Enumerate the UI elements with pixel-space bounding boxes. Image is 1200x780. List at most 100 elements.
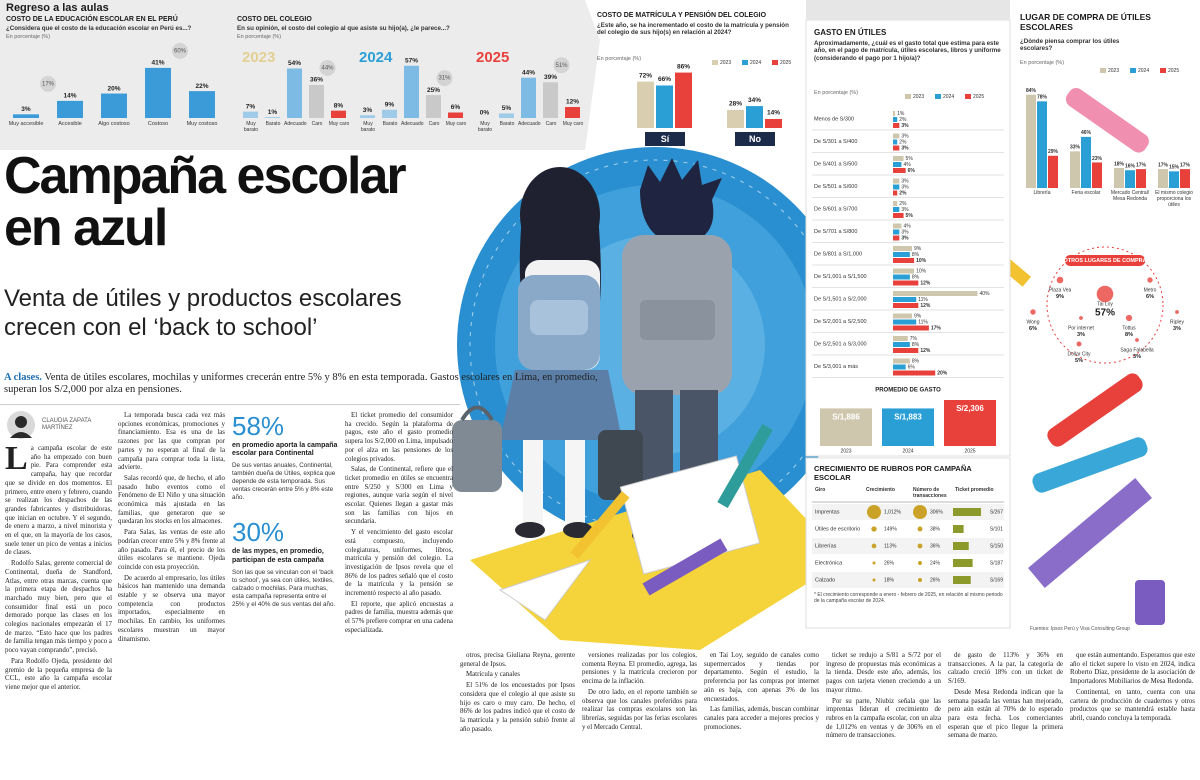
bar bbox=[1125, 170, 1135, 188]
row-label: De S/301 a S/400 bbox=[814, 139, 857, 145]
ticket-label: S/101 bbox=[990, 526, 1003, 532]
average-year: 2023 bbox=[840, 448, 851, 454]
legend-label: 2023 bbox=[913, 94, 924, 100]
bar bbox=[565, 107, 580, 118]
bar bbox=[727, 109, 744, 128]
value-label: 1% bbox=[268, 109, 278, 116]
paragraph: de gasto de 113% y 36% en transacciones.… bbox=[948, 652, 1063, 686]
paragraph: De otro lado, en el reporte también se o… bbox=[582, 688, 697, 731]
average-year: 2025 bbox=[964, 448, 975, 454]
category-label: Barato bbox=[265, 121, 281, 127]
bar bbox=[1037, 101, 1047, 188]
growth-dot bbox=[871, 526, 877, 532]
chart-question: ¿Dónde piensa comprar los útiles escolar… bbox=[1020, 38, 1120, 53]
bar bbox=[893, 235, 900, 241]
transactions-dot bbox=[918, 561, 922, 565]
paragraph: versiones realizadas por los colegios, c… bbox=[582, 652, 697, 686]
article-column: de gasto de 113% y 36% en transacciones.… bbox=[948, 652, 1063, 780]
other-title: OTROS LUGARES DE COMPRA bbox=[1063, 258, 1146, 264]
value-label: 25% bbox=[427, 87, 440, 94]
value-label: 40% bbox=[979, 291, 990, 297]
value-label: 3% bbox=[901, 179, 909, 185]
value-label: 17% bbox=[1180, 162, 1191, 168]
chart-question: En su opinión, el costo del colegio al q… bbox=[237, 25, 450, 32]
average-box bbox=[820, 408, 872, 446]
bar bbox=[893, 184, 900, 190]
paragraph: Desde Mesa Redonda indican que la semana… bbox=[948, 688, 1063, 740]
table-title: CRECIMIENTO DE RUBROS POR CAMPAÑA ESCOLA… bbox=[814, 464, 972, 482]
legend-label: 2025 bbox=[780, 60, 791, 66]
lede-text: Venta de útiles escolares, mochilas y un… bbox=[4, 372, 598, 395]
paragraph: Rodolfo Salas, gerente comercial de Cont… bbox=[5, 560, 112, 655]
growth-label: 149% bbox=[884, 526, 897, 532]
value-label: 84% bbox=[1026, 88, 1037, 94]
paragraph: Matrícula y canales bbox=[466, 671, 520, 679]
value-label: 14% bbox=[767, 110, 780, 117]
byline: CLAUDIA ZAPATA MARTÍNEZ bbox=[42, 418, 92, 431]
value-label: 2% bbox=[899, 140, 907, 146]
chart-title: GASTO EN ÚTILES bbox=[814, 28, 887, 37]
value-label: 8% bbox=[334, 102, 344, 109]
value-label: 12% bbox=[920, 281, 931, 287]
year-label: 2023 bbox=[242, 49, 275, 66]
chart-title: LUGAR DE COMPRA DE ÚTILES ESCOLARES bbox=[1020, 12, 1151, 32]
value-label: 3% bbox=[21, 106, 31, 113]
article-column: que están aumentando. Esperamos que este… bbox=[1070, 652, 1195, 780]
bar bbox=[893, 201, 898, 206]
value-label: 28% bbox=[729, 101, 742, 108]
ticket-bar bbox=[953, 508, 981, 516]
value-label: 6% bbox=[908, 168, 916, 174]
highlight: 30% de las mypes, en promedio, participan… bbox=[232, 518, 340, 608]
paragraph: Salas recordó que, de hecho, el año pasa… bbox=[118, 474, 225, 526]
paragraph: ticket se redujo a S/81 a S/72 por el in… bbox=[826, 652, 941, 694]
article-column: otros, precisa Giuliana Reyna, gerente g… bbox=[460, 652, 575, 780]
place-dot bbox=[1056, 276, 1064, 284]
value-label: 54% bbox=[288, 60, 301, 67]
value-label: 3% bbox=[901, 146, 909, 152]
group-label: 60% bbox=[174, 48, 187, 54]
bar bbox=[1169, 171, 1179, 188]
bar bbox=[309, 85, 324, 118]
place-name: Plaza Vea bbox=[1049, 287, 1072, 293]
group-bubble bbox=[319, 60, 336, 76]
avatar bbox=[7, 411, 35, 439]
highlights: 58% en promedio aporta la campaña escolar… bbox=[232, 412, 340, 609]
category-label: Caro bbox=[428, 121, 440, 127]
value-label: 7% bbox=[910, 336, 918, 342]
value-label: 46% bbox=[1081, 130, 1092, 136]
bar bbox=[893, 139, 898, 145]
pill bbox=[1065, 255, 1145, 266]
paragraph: Continental, en tanto, cuenta con una ca… bbox=[1070, 688, 1195, 722]
paragraph: La temporada busca cada vez más opciones… bbox=[118, 412, 225, 472]
category-box bbox=[645, 132, 685, 146]
highlight-text: De sus ventas anuales, Continental, tamb… bbox=[232, 462, 336, 502]
spend-panel bbox=[805, 19, 1011, 457]
category-label: Adecuado bbox=[518, 121, 541, 127]
place-dot bbox=[1096, 285, 1114, 303]
value-label: 17% bbox=[1158, 162, 1169, 168]
growth-label: 26% bbox=[884, 560, 895, 566]
rule bbox=[0, 404, 460, 405]
category-label: El mismo colegio proporciona los útiles bbox=[1155, 190, 1193, 208]
bar bbox=[145, 67, 171, 118]
growth-dot bbox=[871, 543, 877, 549]
lede-kicker: A clases. bbox=[4, 372, 42, 383]
table-note: * El crecimiento corresponde a enero - f… bbox=[814, 592, 1003, 604]
place-value: 6% bbox=[1146, 294, 1154, 300]
highlight-headline: en promedio aporta la campaña escolar pa… bbox=[232, 442, 338, 458]
legend-label: 2025 bbox=[973, 94, 984, 100]
bar bbox=[893, 358, 910, 364]
bar bbox=[893, 268, 915, 274]
place-name: Saga Falabella bbox=[1120, 347, 1154, 353]
bar bbox=[243, 111, 258, 118]
bar bbox=[765, 118, 782, 128]
category-label: Accesible bbox=[58, 121, 82, 127]
value-label: 12% bbox=[920, 348, 931, 354]
row-label: Calzado bbox=[815, 577, 835, 583]
bar bbox=[265, 117, 280, 118]
value-label: 3% bbox=[901, 207, 909, 213]
bar bbox=[1180, 169, 1190, 188]
article-column: La campaña escolar de este año ha empeza… bbox=[5, 445, 112, 780]
transactions-dot bbox=[917, 577, 923, 583]
value-label: 23% bbox=[1092, 156, 1103, 162]
